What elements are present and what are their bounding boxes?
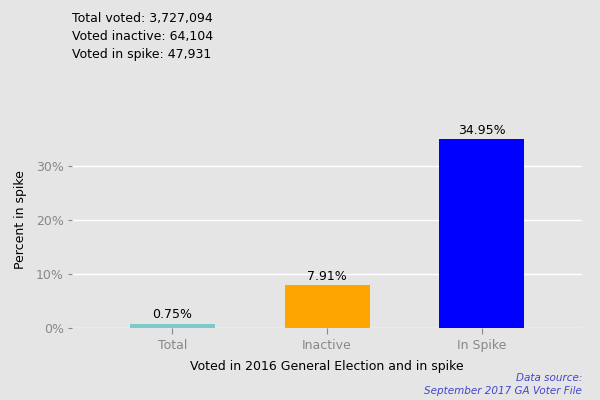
Text: Total voted: 3,727,094
Voted inactive: 64,104
Voted in spike: 47,931: Total voted: 3,727,094 Voted inactive: 6…	[72, 12, 213, 61]
Y-axis label: Percent in spike: Percent in spike	[14, 170, 28, 270]
Bar	[130, 324, 215, 328]
Text: Data source:
September 2017 GA Voter File: Data source: September 2017 GA Voter Fil…	[424, 373, 582, 396]
Text: 7.91%: 7.91%	[307, 270, 347, 282]
X-axis label: Voted in 2016 General Election and in spike: Voted in 2016 General Election and in sp…	[190, 360, 464, 374]
Text: 0.75%: 0.75%	[152, 308, 193, 321]
Bar	[439, 139, 524, 328]
Text: 34.95%: 34.95%	[458, 124, 505, 136]
Bar	[284, 285, 370, 328]
